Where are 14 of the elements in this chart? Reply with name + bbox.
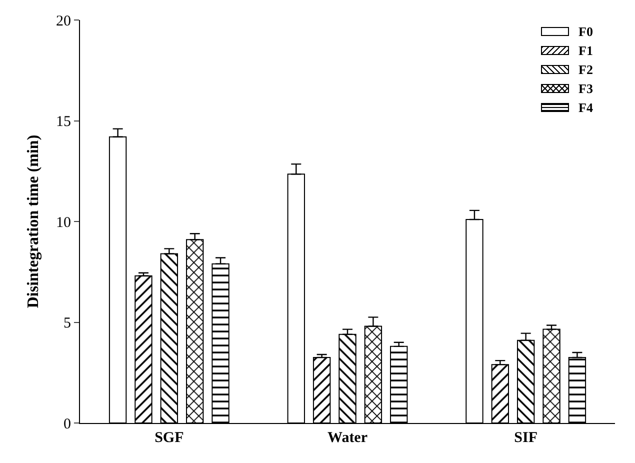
y-tick-label: 5 <box>64 316 71 332</box>
legend-label: F0 <box>578 24 593 40</box>
legend-label: F2 <box>578 62 593 78</box>
x-tick-label: SGF <box>154 430 184 446</box>
y-axis-title: Disintegration time (min) <box>25 134 42 308</box>
legend-label: F1 <box>578 42 593 58</box>
x-tick-label: SIF <box>514 430 538 446</box>
legend-label: F4 <box>578 100 593 116</box>
x-tick-label: Water <box>328 430 368 446</box>
y-tick-label: 20 <box>56 13 71 30</box>
y-tick-label: 10 <box>56 214 71 231</box>
y-tick-label: 15 <box>56 114 71 130</box>
legend-label: F3 <box>578 80 593 96</box>
y-tick-label: 0 <box>64 416 71 432</box>
